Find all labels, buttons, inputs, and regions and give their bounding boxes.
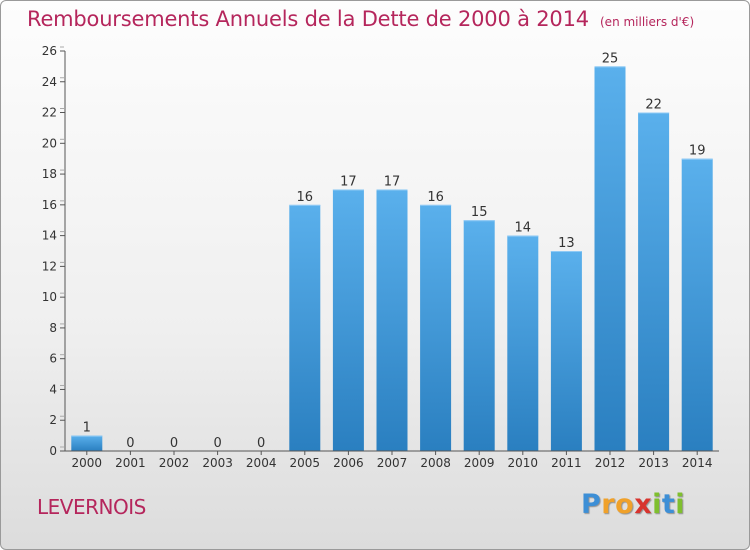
x-tick-label: 2002	[159, 456, 190, 470]
y-tick-label: 2	[49, 413, 57, 427]
bar-2013[interactable]	[638, 112, 670, 452]
chart-unit: (en milliers d'€)	[600, 15, 695, 29]
x-tick-label: 2014	[682, 456, 713, 470]
y-tick-label: 4	[49, 382, 57, 396]
chart-title: Remboursements Annuels de la Dette de 20…	[27, 7, 589, 31]
y-tick-label: 0	[49, 444, 57, 458]
bar-value-label: 17	[384, 174, 401, 189]
logo-letter: o	[615, 489, 635, 520]
commune-name: LEVERNOIS	[37, 495, 146, 519]
x-tick-label: 2001	[115, 456, 146, 470]
logo-letter: r	[601, 489, 616, 520]
bar-value-label: 0	[213, 436, 221, 451]
x-axis: 2000 2001 2002 2003 2004 2005 2006 2007 2008 2009…	[65, 450, 719, 470]
y-tick-label: 16	[42, 198, 57, 212]
x-tick-label: 2010	[508, 456, 539, 470]
logo-letter: P	[581, 489, 602, 520]
bar-value-label: 1	[83, 421, 91, 436]
bar-value-label: 19	[689, 144, 706, 159]
bars: 1 0 0 0 0 16 17 17 16 15 14 13 25 22 19	[71, 51, 713, 452]
bar-value-label: 22	[645, 98, 662, 113]
proxiti-logo[interactable]: Proxiti	[581, 489, 685, 520]
y-tick-label: 6	[49, 352, 57, 366]
x-tick-label: 2005	[290, 456, 321, 470]
x-tick-label: 2013	[638, 456, 669, 470]
logo-letter: t	[661, 489, 676, 520]
y-tick-label: 12	[42, 259, 57, 273]
logo-letter: i	[652, 489, 662, 520]
bar-value-label: 17	[340, 174, 357, 189]
bar-value-label: 16	[297, 190, 314, 205]
bar-2012[interactable]	[594, 66, 626, 451]
x-tick-label: 2006	[333, 456, 364, 470]
logo-letter: x	[634, 489, 653, 520]
bar-2008[interactable]	[420, 204, 452, 451]
y-tick-label: 10	[42, 290, 57, 304]
x-tick-label: 2000	[72, 456, 103, 470]
bar-2014[interactable]	[681, 158, 713, 451]
x-tick-label: 2009	[464, 456, 495, 470]
y-tick-label: 24	[42, 75, 57, 89]
x-tick-label: 2012	[595, 456, 626, 470]
bar-2000[interactable]	[71, 435, 103, 451]
x-tick-label: 2007	[377, 456, 408, 470]
bar-value-label: 25	[602, 51, 619, 66]
title-row: Remboursements Annuels de la Dette de 20…	[27, 7, 694, 31]
bar-value-label: 13	[558, 236, 575, 251]
bar-value-label: 0	[126, 436, 134, 451]
y-tick-label: 26	[42, 44, 57, 58]
bar-2009[interactable]	[463, 220, 495, 451]
y-tick-label: 18	[42, 167, 57, 181]
bar-value-label: 16	[427, 190, 444, 205]
bar-value-label: 14	[515, 221, 532, 236]
bar-value-label: 0	[170, 436, 178, 451]
bar-2007[interactable]	[376, 189, 408, 451]
x-tick-label: 2004	[246, 456, 277, 470]
y-tick-label: 22	[42, 106, 57, 120]
x-tick-label: 2003	[202, 456, 233, 470]
bar-2010[interactable]	[507, 235, 539, 451]
y-tick-label: 8	[49, 321, 57, 335]
y-tick-label: 20	[42, 136, 57, 150]
x-tick-label: 2008	[420, 456, 451, 470]
x-tick-label: 2011	[551, 456, 582, 470]
logo-letter: i	[675, 489, 686, 520]
bar-2011[interactable]	[550, 251, 582, 451]
bar-2006[interactable]	[332, 189, 364, 451]
bar-2005[interactable]	[289, 204, 321, 451]
bar-value-label: 15	[471, 205, 488, 220]
bar-value-label: 0	[257, 436, 265, 451]
y-tick-label: 14	[42, 229, 57, 243]
